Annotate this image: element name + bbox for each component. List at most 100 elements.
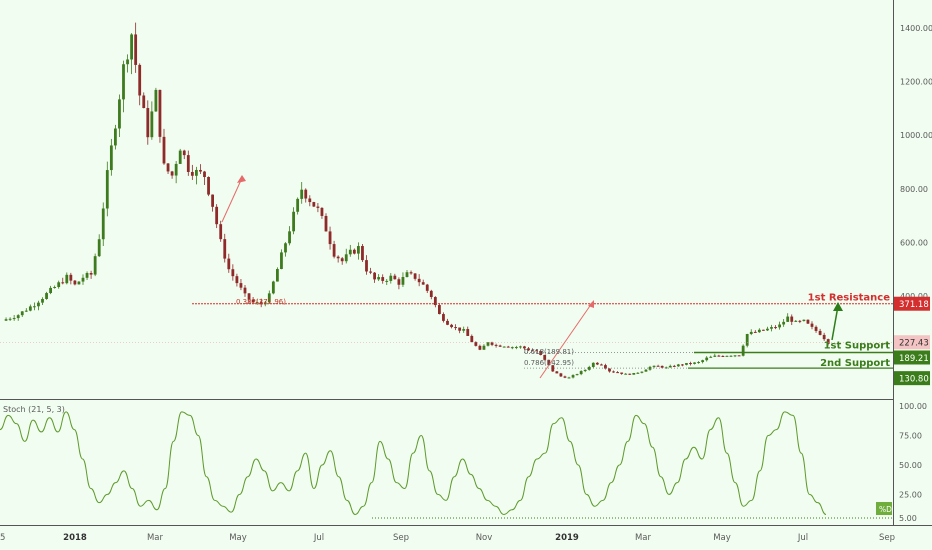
candle-body [97,239,101,257]
support-1-badge-bg [894,350,930,365]
candle-body [195,169,198,176]
support-1-badge: 189.21 [899,354,929,364]
candle-body [571,375,575,378]
candle-body [454,327,457,329]
candle-body [77,281,81,285]
candle-body [470,335,474,343]
support-2-badge: 130.80 [899,375,929,385]
candle-body [340,258,344,262]
candle-body [284,243,287,253]
y-tick-label: 400.00 [900,292,928,301]
candle-body [199,169,202,172]
candle-body [421,282,425,285]
x-tick-label: Jul [313,533,324,543]
candle-body [757,329,761,333]
candle-body [425,284,429,291]
stoch-badge: %D [879,505,892,514]
candle-body [753,331,757,333]
candle-body [782,321,786,325]
candle-body [794,320,798,322]
candle-body [118,99,121,129]
candle-body [628,373,632,375]
candle-body [134,34,138,65]
candle-body [389,275,393,281]
candle-body [158,89,162,137]
candle-body [251,299,255,303]
x-tick-label: Mar [147,533,164,543]
stoch-tick-label: 50.00 [899,461,922,470]
candle-body [357,246,360,254]
candle-body [130,34,133,60]
stoch-title: Stoch (21, 5, 3) [3,405,65,414]
candle-body [770,327,773,329]
candle-body [531,350,534,352]
candle-body [316,206,320,208]
candle-body [397,279,401,285]
candle-body [101,208,105,240]
candle-body [348,249,352,255]
candle-body [563,376,567,378]
candle-body [514,347,518,349]
candle-body [109,145,113,171]
candle-body [438,305,441,315]
candle-body [778,324,781,328]
retrace-arrow-may [221,177,243,223]
candle-body [506,346,510,348]
candle-body [215,206,219,225]
stoch-badge-bg [876,502,892,515]
candle-body [393,275,397,280]
candle-body [482,345,486,350]
candle-body [462,329,466,331]
candle-body [640,371,644,373]
candle-body [247,293,251,300]
candle-body [405,272,409,277]
candle-body [745,334,749,346]
x-tick-label: Sep [393,533,409,543]
price-badges: 371.18 227.43 189.21 130.80 [894,296,930,386]
candle-body [527,348,530,351]
candle-body [676,364,680,367]
candle-body [685,363,688,365]
candle-body [150,111,154,138]
candle-body [292,211,295,232]
candle-body [122,64,125,100]
candle-body [69,274,73,281]
retrace-arrow-dec-head [588,300,594,308]
candle-body [271,281,275,294]
candle-body [591,362,595,367]
candle-body [207,177,210,195]
candle-body [182,150,186,156]
candle-body [385,280,389,282]
candle-body [417,278,421,283]
candle-body [324,215,328,232]
candle-body [328,231,332,245]
candle-body [235,276,239,284]
candle-body [239,283,243,288]
candle-body [616,372,619,374]
candle-body [721,355,725,357]
stoch-axis: 100.00 75.00 50.00 25.00 5.00 [899,402,927,523]
price-axis: 1400.00 1200.00 1000.00 800.00 600.00 400.00 [900,24,932,301]
candle-body [369,271,372,273]
candle-body [231,269,235,277]
candle-body [166,163,170,172]
level-annotation: 2nd Support [820,358,890,369]
candle-body [142,95,146,109]
candle-body [774,327,777,329]
candle-body [280,252,283,270]
candle-body [636,372,640,374]
candle-body [89,273,93,275]
candle-body [33,306,36,308]
candle-body [624,373,628,375]
candle-body [223,239,227,259]
candle-body [749,331,753,335]
time-axis: 5 2018 Mar May Jul Sep Nov 2019 Mar May Jul Sep [0,533,895,543]
candle-body [276,269,279,282]
candle-body [65,274,69,284]
projection-arrow [831,305,839,341]
candle-body [409,272,413,274]
level-annotation: 1st Support [824,340,891,351]
candle-body [304,189,308,199]
candle-body [433,297,437,306]
